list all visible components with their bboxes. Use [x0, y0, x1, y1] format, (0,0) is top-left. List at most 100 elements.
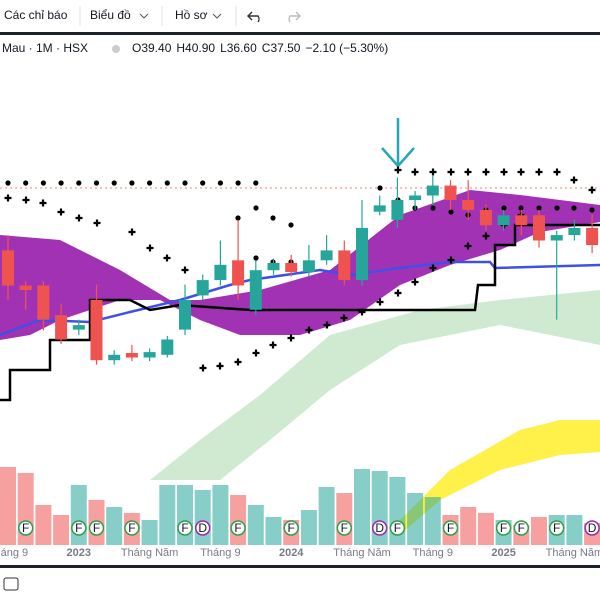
volume-bar — [53, 515, 70, 545]
ohlc-value: L36.60 — [220, 41, 257, 55]
ohlc-value: H40.90 — [176, 41, 215, 55]
bottom-border — [0, 565, 600, 568]
volume-bar — [159, 485, 176, 545]
sar-dot — [377, 185, 383, 191]
sar-cross — [429, 168, 437, 176]
event-label: F — [341, 521, 348, 535]
event-label: F — [447, 521, 454, 535]
event-label: D — [198, 521, 207, 535]
ohlc-value: C37.50 — [262, 41, 301, 55]
x-tick-label: Tháng 9 — [200, 547, 240, 559]
candle-body — [90, 299, 103, 361]
sar-cross — [199, 364, 207, 372]
sar-cross — [517, 168, 525, 176]
sar-cross — [553, 168, 561, 176]
sar-dot — [40, 180, 47, 186]
candle-body — [568, 227, 581, 236]
event-marker — [513, 520, 530, 536]
sar-cross — [93, 219, 101, 227]
event-label: F — [22, 521, 29, 535]
chevron — [212, 13, 222, 19]
sar-cross — [163, 254, 171, 262]
event-label: F — [288, 521, 295, 535]
sar-dot — [164, 180, 170, 186]
event-label: F — [93, 521, 100, 535]
event-label: D — [588, 521, 597, 535]
candle-body — [550, 235, 563, 241]
sar-cross — [269, 341, 277, 349]
volume-bar — [70, 485, 87, 545]
event-label: F — [394, 521, 401, 535]
sar-dot — [217, 180, 223, 186]
sar-cross — [447, 168, 455, 176]
event-label: F — [518, 521, 525, 535]
base-line — [0, 223, 600, 402]
sar-cross — [500, 168, 508, 176]
candle-body — [232, 260, 245, 286]
event-marker — [71, 520, 87, 536]
candle-body — [125, 353, 138, 358]
volume-bar — [247, 505, 264, 545]
status-dot — [112, 45, 120, 53]
redo-button[interactable] — [288, 11, 301, 23]
volume-bar — [407, 493, 424, 545]
candle-body — [285, 263, 298, 272]
event-label: F — [181, 521, 188, 535]
sar-dot — [5, 180, 11, 186]
volume-bar — [106, 507, 123, 545]
event-marker — [283, 520, 299, 536]
candle-body — [196, 280, 209, 296]
sar-cross — [394, 289, 402, 297]
sar-cross — [75, 214, 83, 222]
sar-cross — [305, 326, 313, 334]
volume-bar — [212, 485, 229, 545]
sar-cross — [181, 266, 189, 274]
candles-layer — [2, 174, 599, 365]
event-marker — [495, 520, 512, 536]
x-tick-label: 2023 — [67, 547, 91, 559]
event-marker — [230, 520, 246, 536]
candle-body — [72, 325, 85, 330]
candle-body — [161, 339, 174, 355]
profile-menu[interactable]: Hồ sơ — [175, 8, 208, 22]
volume-bar — [35, 505, 52, 545]
candle-body — [479, 209, 492, 226]
sar-cross — [323, 321, 331, 329]
event-label: F — [553, 521, 560, 535]
undo-button[interactable] — [247, 11, 260, 23]
cloud-future-yellow — [400, 420, 600, 535]
sar-cross — [128, 228, 136, 236]
sar-cross — [287, 334, 295, 342]
sar-dot — [571, 205, 577, 211]
x-tick-label: Tháng 9 — [0, 547, 28, 559]
sar-cross — [447, 256, 455, 264]
candle-body — [249, 270, 262, 310]
candle-body — [515, 215, 528, 226]
date-range-button[interactable] — [3, 577, 19, 591]
indicators-button[interactable]: Các chỉ báo — [4, 8, 68, 22]
volume-bar — [0, 467, 16, 545]
event-marker — [442, 520, 459, 536]
candle-body — [302, 260, 315, 272]
sar-dot — [129, 180, 135, 186]
volume-bar — [141, 520, 158, 545]
toolbar-border — [0, 32, 600, 35]
sar-cross — [429, 264, 437, 272]
candle-body — [55, 315, 68, 340]
sar-dot — [554, 205, 560, 211]
x-tick-label: 2025 — [491, 547, 515, 559]
candle-body — [179, 299, 191, 330]
x-tick-label: Tháng Năm — [121, 547, 178, 559]
chart-menu[interactable]: Biểu đồ — [90, 8, 131, 22]
candle-body — [373, 205, 386, 212]
sar-dot — [536, 205, 542, 211]
sar-dot — [111, 180, 117, 186]
cloud-future-green — [150, 290, 600, 480]
sar-dot — [518, 205, 524, 211]
sar-cross — [234, 358, 242, 366]
arrow-annotation — [381, 118, 415, 168]
sar-cross — [411, 168, 419, 176]
candle-body — [37, 285, 50, 320]
sar-cross — [39, 199, 47, 207]
